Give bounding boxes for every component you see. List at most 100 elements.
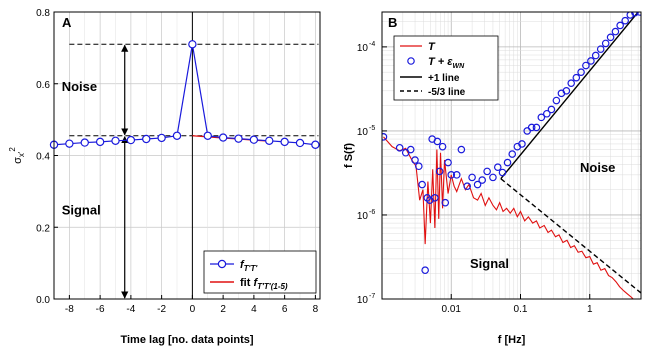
T-plus-noise-point xyxy=(498,168,507,177)
y-tick-label: 0.8 xyxy=(36,8,50,19)
plot-frame xyxy=(381,11,642,300)
T-plus-noise-point xyxy=(537,113,546,122)
x-tick-label: -4 xyxy=(126,304,135,315)
y-tick-exponent: -7 xyxy=(369,293,375,300)
T-plus-noise-point xyxy=(489,173,497,182)
T-plus-noise-point xyxy=(587,57,595,65)
y-tick-exponent: -5 xyxy=(369,125,375,132)
fTT-point xyxy=(142,134,151,144)
legend-fit-word: fit xyxy=(240,277,253,289)
legend-T-plus-noise-sub: WN xyxy=(453,63,466,70)
fTT-point xyxy=(234,134,243,143)
noise-label: Noise xyxy=(62,79,97,94)
T-plus-noise-point xyxy=(606,33,615,42)
T-plus-noise-point xyxy=(577,68,585,76)
signal-label: Signal xyxy=(62,203,101,218)
x-tick-label: -8 xyxy=(65,304,74,315)
fTT-point xyxy=(65,139,74,148)
panel-a: Noise Signal -8 -6 -4 -2 0 2 4 6 8 0.0 0.2 0.4 0.6 0.8 T… xyxy=(8,8,321,346)
legend-plus-one-label: +1 line xyxy=(428,73,460,84)
T-plus-noise-point xyxy=(591,51,600,60)
plus-one-line xyxy=(500,12,640,180)
legend-T-plus-noise-label: T + εWN xyxy=(428,56,465,70)
panel-b: 0.01 0.1 110-710-610-510 -4f [Hz]f S(f) Nois… xyxy=(343,11,642,346)
signal-label: Signal xyxy=(470,256,509,271)
fTT-series-line xyxy=(53,44,316,146)
y-tick-label: 0.0 xyxy=(36,295,50,306)
T-plus-noise-point xyxy=(601,39,610,48)
legend-T-plus-noise-marker xyxy=(407,57,415,65)
T-plus-noise-point xyxy=(406,145,415,154)
T-plus-noise-point xyxy=(567,79,576,87)
fTT-point xyxy=(265,136,274,145)
noise-label: Noise xyxy=(580,160,615,175)
y-tick-label: 0.2 xyxy=(36,223,50,234)
T-plus-noise-point xyxy=(543,109,551,118)
y-axis-title: σx'2 xyxy=(8,147,26,164)
fTT-point xyxy=(218,133,228,142)
T-plus-noise-point xyxy=(493,163,502,172)
T-plus-noise-point xyxy=(532,123,541,132)
x-tick-label: 2 xyxy=(220,304,226,315)
T-plus-noise-point xyxy=(431,194,439,202)
y-axis-subscript: x' xyxy=(17,151,26,157)
fTT-point xyxy=(203,131,212,140)
T-plus-noise-point xyxy=(626,12,635,19)
x-tick-label: 8 xyxy=(313,304,319,315)
fTT-point xyxy=(172,131,182,140)
y-axis-superscript: 2 xyxy=(8,147,17,152)
T-plus-noise-point xyxy=(547,105,556,114)
x-tick-label: 0.1 xyxy=(514,304,528,315)
minus-five-thirds-line xyxy=(500,178,641,294)
legend-T-label: T xyxy=(428,41,436,53)
T-plus-noise-point xyxy=(473,180,482,189)
y-tick-label: 10 xyxy=(357,127,369,138)
T-plus-noise-point xyxy=(527,123,536,132)
fTT-point xyxy=(311,140,320,149)
T-plus-noise-point xyxy=(395,143,404,152)
T-plus-noise-point xyxy=(418,180,426,189)
panel-label-a: A xyxy=(62,15,72,30)
legend-fit-f: f xyxy=(253,277,258,289)
T-plus-noise-point xyxy=(438,142,447,151)
x-tick-label: 0 xyxy=(190,304,196,315)
T-plus-noise-point xyxy=(596,45,605,53)
y-tick-exponent: -4 xyxy=(369,41,375,48)
fTT-point xyxy=(157,133,166,143)
T-plus-noise-point xyxy=(463,182,472,190)
T-plus-noise-point xyxy=(447,171,456,179)
T-plus-noise-point xyxy=(452,171,461,179)
T-plus-noise-point xyxy=(582,61,590,70)
T-plus-noise-point xyxy=(433,137,442,146)
legend-fTT-marker xyxy=(217,259,227,269)
legend-T-plus-noise-main: T + ε xyxy=(428,56,453,68)
y-tick-label: 10 xyxy=(357,295,369,306)
fTT-point xyxy=(126,135,136,145)
T-plus-noise-point xyxy=(562,87,571,95)
T-plus-noise-point xyxy=(503,158,512,167)
T-series-line xyxy=(383,136,634,299)
T-plus-noise-point xyxy=(621,16,629,25)
T-plus-noise-point xyxy=(468,173,476,182)
T-plus-noise-point xyxy=(508,150,517,158)
legend-minus-five-thirds-label: -5/3 line xyxy=(428,87,466,98)
T-plus-noise-point xyxy=(483,167,491,176)
T-plus-noise-point xyxy=(552,96,561,105)
x-tick-label: 6 xyxy=(282,304,288,315)
legend-box xyxy=(393,35,499,101)
y-tick-label: 10 xyxy=(357,43,369,54)
x-tick-label: -2 xyxy=(157,304,166,315)
T-plus-noise-point xyxy=(411,156,419,164)
x-tick-label: 0.01 xyxy=(442,304,462,315)
y-tick-label: 0.4 xyxy=(36,152,50,163)
panel-label-b: B xyxy=(388,15,397,30)
T-plus-noise-point xyxy=(631,12,639,17)
T-plus-noise-point xyxy=(382,133,388,141)
y-axis-title: f S(f) xyxy=(343,143,355,168)
T-plus-noise-point xyxy=(616,21,624,30)
T-plus-noise-point xyxy=(415,162,423,171)
x-tick-label: 1 xyxy=(587,304,593,315)
T-plus-noise-point xyxy=(457,145,466,154)
T-plus-noise-point xyxy=(444,158,452,167)
